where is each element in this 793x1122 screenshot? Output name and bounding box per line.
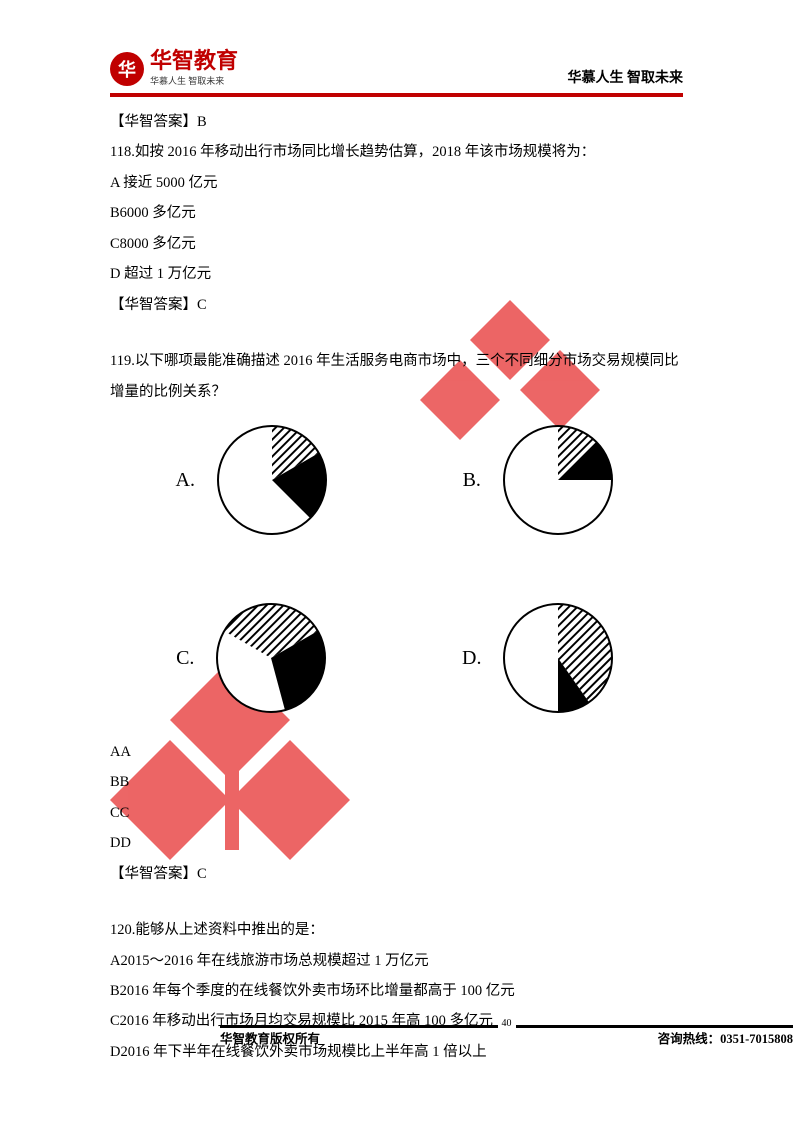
pie-option-d: D.: [417, 599, 664, 717]
logo-main-text: 华智教育: [150, 50, 238, 72]
pie-chart-d: [499, 599, 617, 717]
footer-hotline: 咨询热线：0351-7015808: [658, 1028, 793, 1047]
question-120: 120.能够从上述资料中推出的是：: [110, 915, 683, 945]
option-bb: BB: [110, 767, 683, 797]
logo-block: 华 华智教育 华慕人生 智取未来: [110, 50, 238, 87]
option-120-a: A2015～2016 年在线旅游市场总规模超过 1 万亿元: [110, 946, 683, 976]
option-118-d: D 超过 1 万亿元: [110, 259, 683, 289]
logo-icon: 华: [110, 52, 144, 86]
pie-option-a: A.: [130, 421, 377, 539]
option-120-b: B2016 年每个季度的在线餐饮外卖市场环比增量都高于 100 亿元: [110, 976, 683, 1006]
logo-sub-text: 华慕人生 智取未来: [150, 74, 238, 87]
pie-chart-c: [212, 599, 330, 717]
option-aa: AA: [110, 737, 683, 767]
question-119: 119.以下哪项最能准确描述 2016 年生活服务电商市场中，三个不同细分市场交…: [110, 346, 683, 407]
pie-option-b: B.: [417, 421, 664, 539]
pie-label-d: D.: [462, 637, 481, 679]
pie-label-c: C.: [176, 637, 194, 679]
page-number: 40: [498, 1018, 516, 1029]
pie-chart-a: [213, 421, 331, 539]
page-footer: 40 华智教育版权所有 咨询热线：0351-7015808: [220, 1025, 793, 1047]
footer-copyright: 华智教育版权所有: [220, 1028, 320, 1047]
pie-chart-b: [499, 421, 617, 539]
option-cc: CC: [110, 798, 683, 828]
option-118-a: A 接近 5000 亿元: [110, 168, 683, 198]
option-118-c: C8000 多亿元: [110, 229, 683, 259]
pie-label-a: A.: [176, 459, 195, 501]
pie-option-c: C.: [130, 599, 377, 717]
option-118-b: B6000 多亿元: [110, 198, 683, 228]
pie-chart-grid: A. B. C. D.: [130, 421, 663, 717]
answer-119: 【华智答案】C: [110, 859, 683, 889]
question-118: 118.如按 2016 年移动出行市场同比增长趋势估算，2018 年该市场规模将…: [110, 137, 683, 167]
answer-117: 【华智答案】B: [110, 107, 683, 137]
pie-label-b: B.: [463, 459, 481, 501]
document-body: 【华智答案】B 118.如按 2016 年移动出行市场同比增长趋势估算，2018…: [110, 107, 683, 1067]
option-dd: DD: [110, 828, 683, 858]
page-header: 华 华智教育 华慕人生 智取未来 华慕人生 智取未来: [110, 50, 683, 97]
header-slogan: 华慕人生 智取未来: [568, 67, 684, 87]
answer-118: 【华智答案】C: [110, 290, 683, 320]
